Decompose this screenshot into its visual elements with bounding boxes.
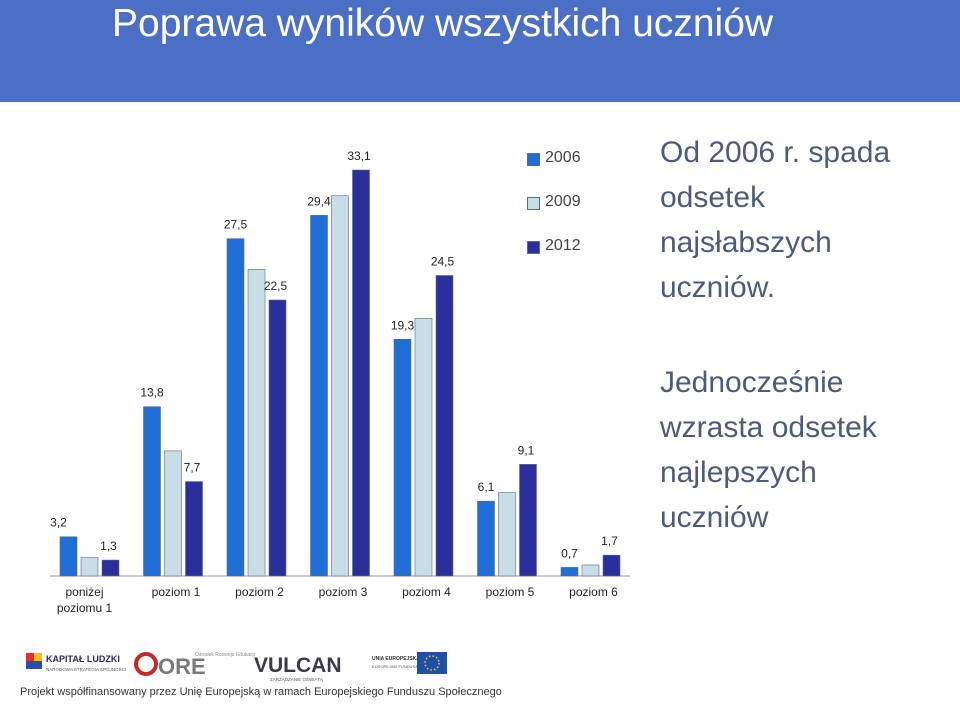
eu-subtext: EUROPEJSKI FUNDUSZ SPOŁECZNY	[372, 664, 443, 669]
eu-text: UNIA EUROPEJSKA	[372, 656, 420, 662]
bar-2009-1	[164, 450, 182, 577]
bar-2006-1	[143, 406, 161, 577]
legend-label-2009: 2009	[545, 193, 581, 210]
bar-2012-4	[435, 275, 454, 577]
footer-logo-strip: KAPITAŁ LUDZKI NARODOWA STRATEGIA SPÓJNO…	[26, 652, 447, 682]
data-label-2006-4: 19,3	[391, 318, 415, 332]
eu-flag	[417, 652, 447, 674]
side-text-line: Jednocześnie	[660, 366, 844, 399]
kapital-ludzki-text: KAPITAŁ LUDZKI	[46, 654, 120, 664]
vulcan-text: VULCAN	[254, 654, 342, 677]
bar-2012-6	[602, 554, 621, 577]
category-label-1: poziom 1	[152, 585, 201, 599]
category-label-0: poziomu 1	[57, 601, 113, 615]
side-text-line: Od 2006 r. spada	[660, 136, 891, 169]
bar-2006-6	[560, 567, 579, 577]
data-label-2012-2: 22,5	[264, 279, 288, 293]
side-text-line: najsłabszych	[660, 226, 832, 259]
bar-2009-2	[247, 269, 266, 577]
data-label-2012-6: 1,7	[601, 534, 618, 548]
side-text-line: uczniów	[660, 501, 769, 534]
bar-2006-0	[59, 536, 78, 577]
kapital-ludzki-subtext: NARODOWA STRATEGIA SPÓJNOŚCI	[46, 665, 126, 672]
data-label-2006-2: 27,5	[224, 218, 248, 232]
data-label-2012-0: 1,3	[100, 539, 117, 553]
bar-2012-1	[185, 481, 203, 577]
bar-2012-5	[519, 464, 537, 577]
bar-2009-4	[414, 318, 433, 577]
data-label-2012-4: 24,5	[431, 254, 455, 268]
side-text-line: uczniów.	[660, 271, 776, 304]
bar-2012-3	[352, 169, 370, 577]
category-label-0: poniżej	[65, 585, 103, 599]
data-label-2006-0: 3,2	[50, 516, 67, 530]
side-text-block-2: Jednocześnie wzrasta odsetek najlepszych…	[660, 360, 877, 540]
category-label-2: poziom 2	[235, 585, 284, 599]
data-label-2006-1: 13,8	[140, 386, 164, 400]
ore-text: ORE	[158, 654, 206, 679]
category-label-5: poziom 5	[486, 585, 535, 599]
legend-swatch-2006	[527, 153, 540, 166]
footer-note: Projekt współfinansowany przez Unię Euro…	[20, 686, 502, 698]
bar-2006-3	[310, 215, 328, 577]
title-bar	[0, 0, 960, 102]
ore-logo: ORE Ośrodek Rozwoju Edukacji	[134, 652, 255, 679]
kapital-ludzki-logo: KAPITAŁ LUDZKI NARODOWA STRATEGIA SPÓJNO…	[26, 653, 126, 672]
side-text-block-1: Od 2006 r. spada odsetek najsłabszych uc…	[660, 130, 890, 310]
legend-label-2006: 2006	[545, 149, 581, 166]
category-label-4: poziom 4	[402, 585, 451, 599]
side-text-line: wzrasta odsetek	[660, 411, 877, 444]
slide-title: Poprawa wyników wszystkich uczniów	[112, 2, 774, 45]
side-text-line: odsetek	[660, 181, 766, 214]
legend-swatch-2009	[527, 197, 540, 210]
bar-2009-0	[80, 557, 99, 577]
data-label-2006-5: 6,1	[478, 480, 495, 494]
data-label-2012-5: 9,1	[518, 443, 535, 457]
bar-2009-5	[498, 492, 516, 577]
bar-2009-3	[331, 195, 349, 577]
bar-chart: 3,2 1,3 13,8 7,7 27,5 22,5 29,4 33,1 19,3 24,5 6,1…	[50, 149, 630, 615]
bar-2006-5	[477, 500, 495, 577]
eu-logo: UNIA EUROPEJSKA EUROPEJSKI FUNDUSZ SPOŁE…	[372, 652, 447, 674]
data-label-2006-3: 29,4	[307, 194, 331, 208]
bar-2012-2	[268, 299, 287, 577]
data-label-2006-6: 0,7	[561, 546, 578, 560]
bar-2009-6	[581, 564, 600, 577]
bar-2006-2	[226, 238, 245, 577]
legend-swatch-2012	[527, 241, 540, 254]
bar-2012-0	[101, 559, 120, 577]
vulcan-subtext: ZARZĄDZANIE OŚWIATĄ	[270, 675, 324, 682]
category-label-6: poziom 6	[569, 585, 618, 599]
vulcan-logo: VULCAN ZARZĄDZANIE OŚWIATĄ	[254, 654, 342, 682]
data-label-2012-1: 7,7	[184, 461, 201, 475]
legend-label-2012: 2012	[545, 237, 581, 254]
bar-2006-4	[393, 338, 412, 577]
ore-subtext: Ośrodek Rozwoju Edukacji	[195, 652, 255, 658]
category-label-3: poziom 3	[319, 585, 368, 599]
side-text-line: najlepszych	[660, 456, 817, 489]
footer-logos: KAPITAŁ LUDZKI NARODOWA STRATEGIA SPÓJNO…	[0, 640, 960, 704]
data-label-2012-3: 33,1	[347, 149, 371, 163]
